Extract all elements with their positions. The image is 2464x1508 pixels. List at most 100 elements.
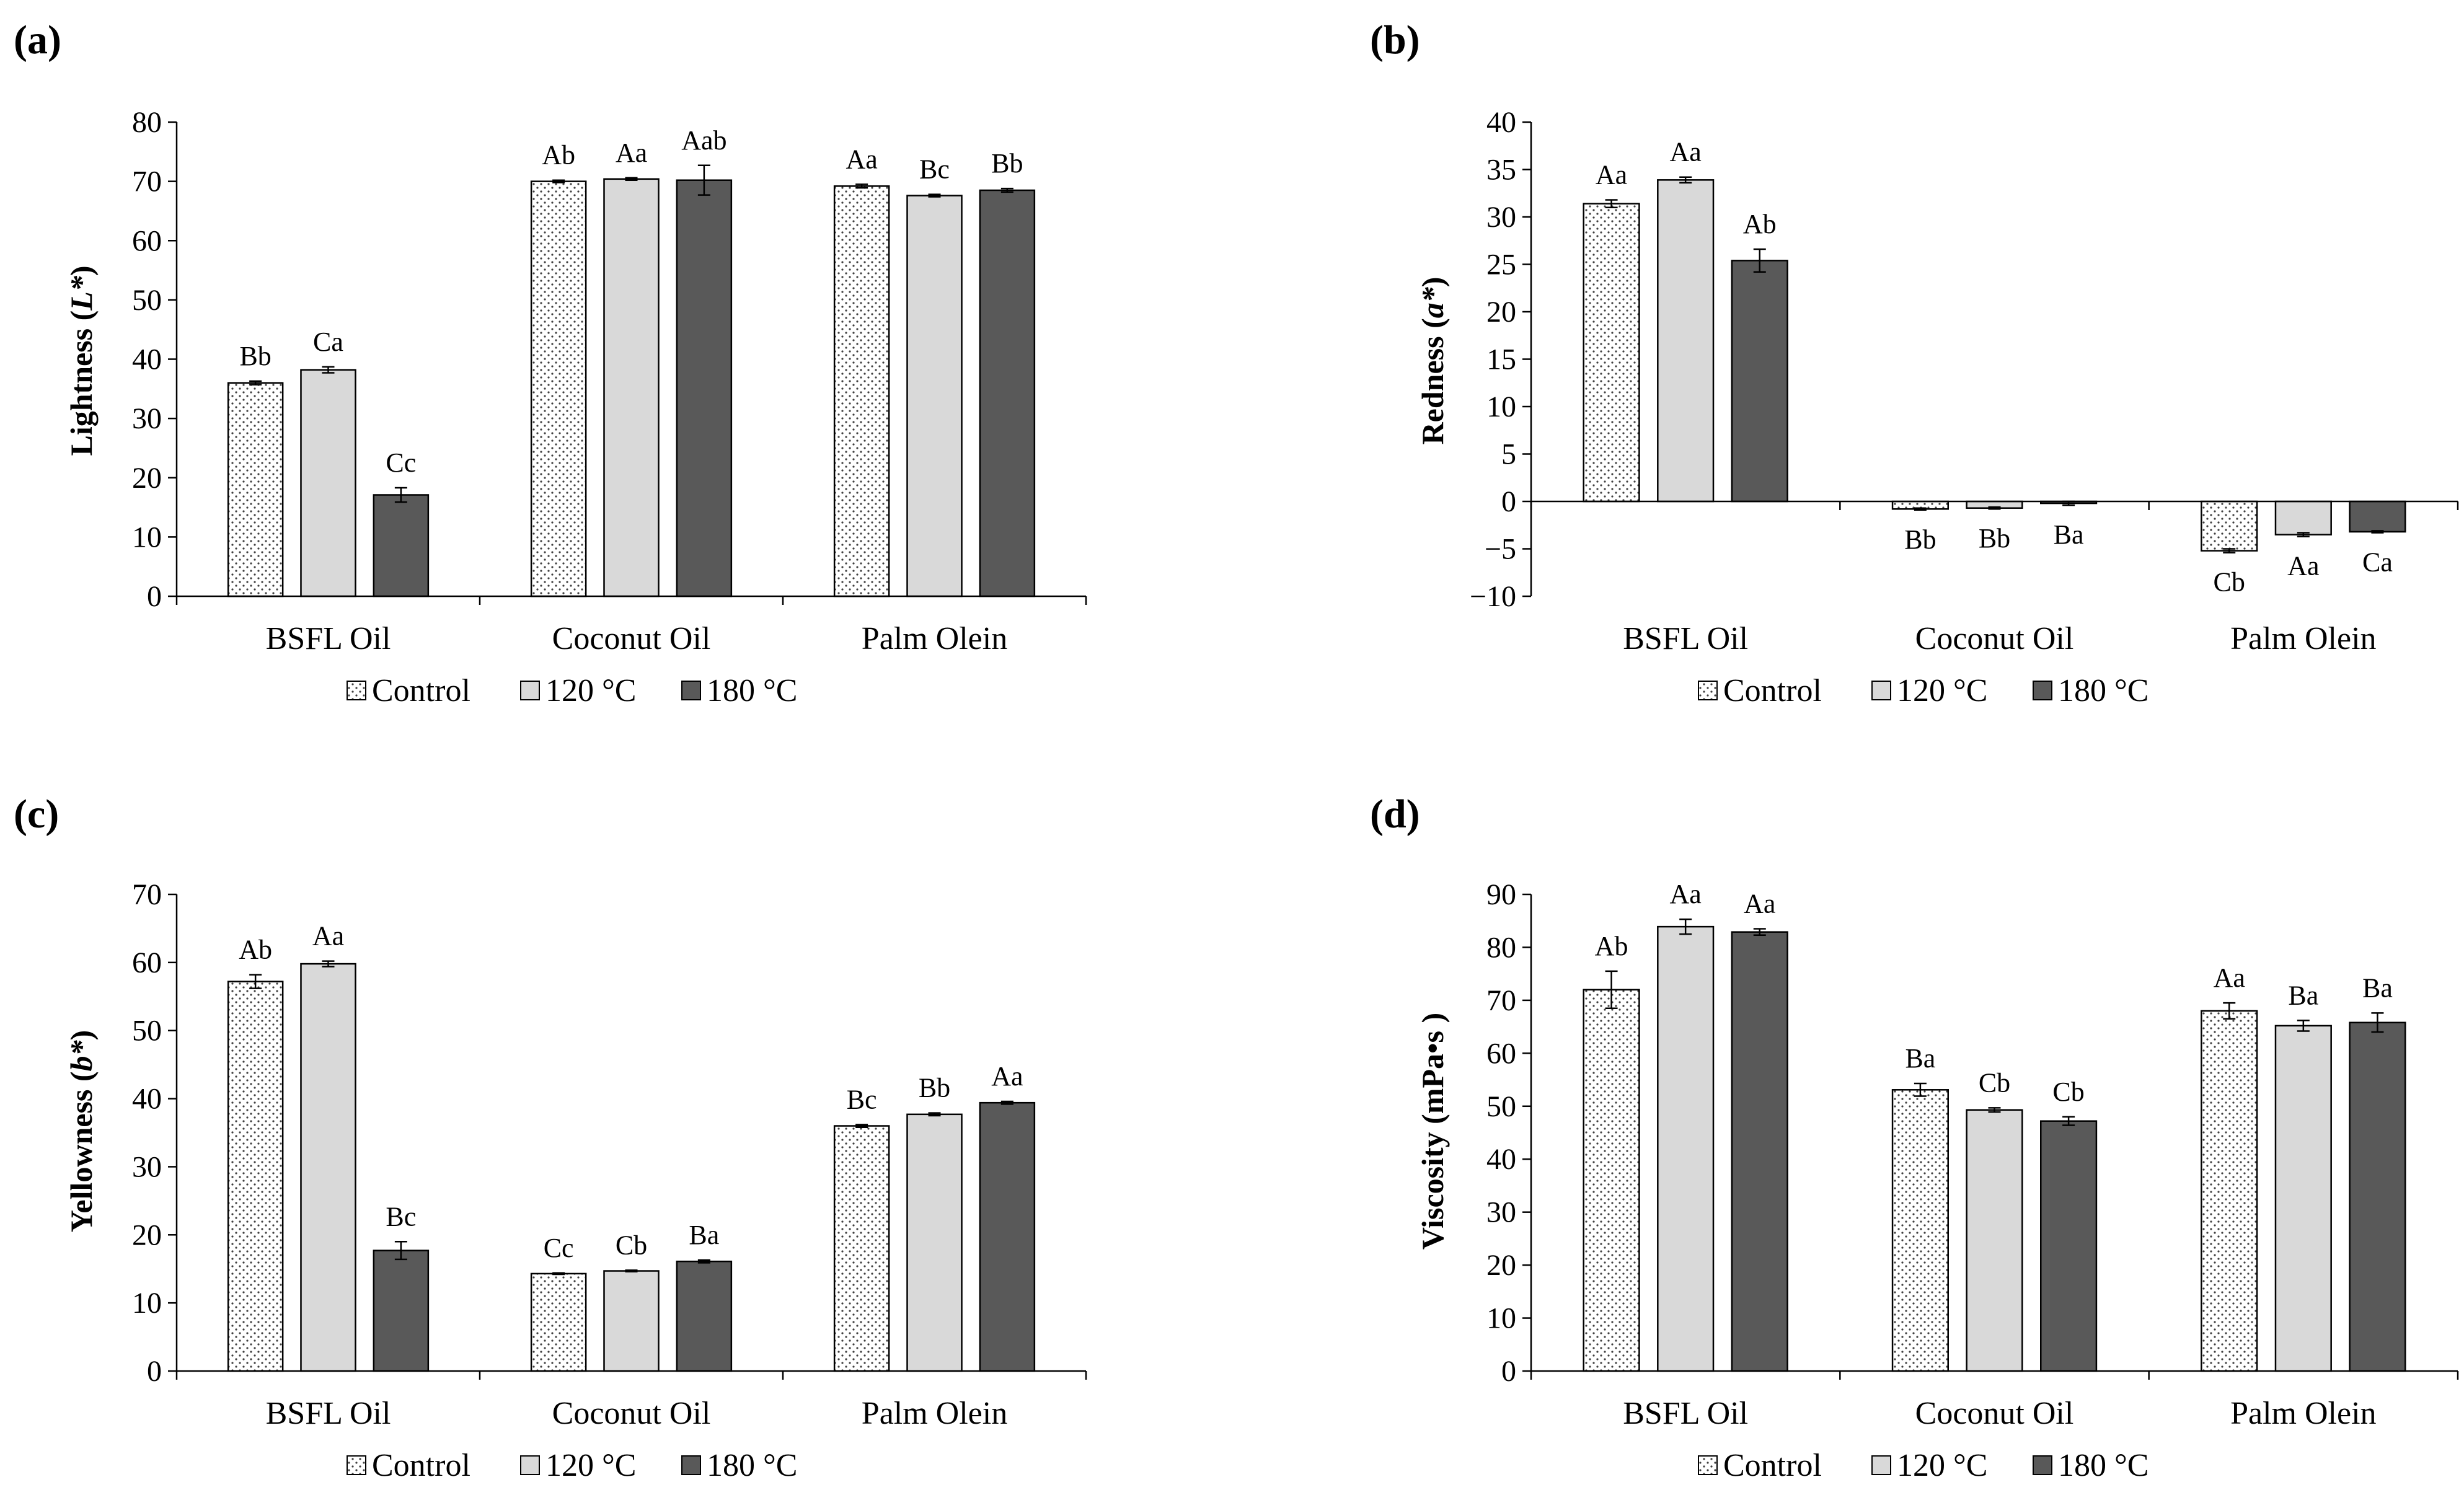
y-tick-label: −5 — [1485, 533, 1516, 566]
y-tick-label: 20 — [1486, 1249, 1516, 1282]
bar-label: Cc — [386, 448, 416, 478]
bar-120 — [906, 195, 963, 597]
legend-label-control: Control — [1723, 673, 1822, 708]
y-tick-label: 0 — [147, 580, 162, 613]
y-tick-label: 25 — [1486, 249, 1516, 281]
panel-b-ylabel: Redness (a*) — [1415, 277, 1450, 445]
bar-label: Bb — [919, 1073, 950, 1103]
bar-label: Aa — [616, 138, 647, 168]
bar-180 — [1731, 931, 1788, 1372]
bar-label: Bc — [847, 1084, 877, 1114]
y-tick-label: 50 — [132, 1015, 162, 1047]
panel-d-legend: Control 120 °C 180 °C — [1698, 1448, 2148, 1483]
y-tick-label: 20 — [132, 462, 162, 495]
legend-swatch-180 — [681, 681, 701, 700]
bar-control — [1891, 1089, 1950, 1372]
panel-b-legend: Control 120 °C 180 °C — [1698, 673, 2148, 708]
y-tick-label: 10 — [132, 1287, 162, 1320]
bar-180 — [2040, 1120, 2098, 1372]
y-tick-label: 50 — [1486, 1090, 1516, 1123]
panel-b-plot: −10 −5 0 5 10 15 20 25 30 35 40 BSFL Oil Coconut Oil… — [1470, 106, 2459, 656]
bar-label: Bc — [919, 154, 950, 185]
y-tick-label: 60 — [132, 224, 162, 257]
x-category-label: Coconut Oil — [1915, 621, 2074, 656]
bar-label: Aa — [1670, 137, 1702, 167]
bar-label: Ab — [542, 140, 575, 170]
y-tick-label: 30 — [132, 402, 162, 435]
bar-120 — [1657, 179, 1715, 503]
legend-label-120: 120 °C — [545, 1448, 636, 1483]
legend-swatch-180 — [2033, 1455, 2052, 1475]
y-tick-label: 20 — [1486, 296, 1516, 328]
x-category-label: Coconut Oil — [552, 1396, 711, 1431]
bar-label: Cb — [616, 1230, 647, 1260]
y-tick-label: 0 — [147, 1355, 162, 1388]
y-tick-label: 80 — [1486, 931, 1516, 964]
y-tick-label: 40 — [1486, 106, 1516, 139]
bar-label: Aa — [1670, 879, 1702, 909]
legend-swatch-120 — [1871, 681, 1891, 700]
legend-swatch-control — [1698, 1455, 1718, 1475]
bar-label: Aab — [681, 125, 726, 156]
bar-label: Bb — [1979, 523, 2010, 553]
bar-control — [530, 180, 587, 597]
bar-180 — [373, 1250, 430, 1372]
y-tick-label: 0 — [1501, 1355, 1516, 1388]
y-tick-label: 10 — [132, 521, 162, 553]
y-tick-label: 10 — [1486, 1302, 1516, 1335]
bar-label: Aa — [2287, 551, 2319, 581]
y-tick-label: 70 — [132, 165, 162, 198]
bar-label: Ab — [239, 935, 272, 965]
bar-label: Bb — [991, 148, 1023, 179]
x-category-label: BSFL Oil — [266, 1396, 391, 1431]
legend-swatch-control — [347, 1455, 366, 1475]
bar-120 — [300, 369, 356, 597]
x-category-label: Palm Olein — [862, 621, 1007, 656]
y-tick-label: 10 — [1486, 390, 1516, 423]
bar-control — [227, 382, 284, 597]
panel-c-ylabel: Yellowness (b*) — [64, 1030, 99, 1232]
y-tick-label: 40 — [132, 343, 162, 376]
y-tick-label: 40 — [132, 1083, 162, 1116]
bar-label: Cb — [2052, 1077, 2084, 1107]
bar-label: Aa — [1596, 159, 1627, 190]
y-tick-label: 30 — [1486, 1196, 1516, 1229]
bar-120 — [1657, 925, 1715, 1372]
x-category-label: Coconut Oil — [552, 621, 711, 656]
bar-label: Aa — [846, 144, 877, 174]
bar-180 — [676, 1260, 733, 1372]
panel-a: (a) Lightness (L*) 0 10 20 30 40 50 60 70 80 BSFL… — [14, 17, 1087, 708]
bar-label: Ab — [1595, 931, 1628, 961]
x-category-label: Palm Olein — [2230, 1396, 2376, 1431]
panel-c: (c) Yellowness (b*) 0 10 20 30 40 50 60 70 BSFL … — [14, 791, 1087, 1483]
bar-control — [1583, 989, 1640, 1372]
legend-label-control: Control — [372, 1448, 470, 1483]
bar-label: Aa — [2214, 963, 2245, 993]
legend-label-control: Control — [1723, 1448, 1822, 1483]
legend-label-180: 180 °C — [2058, 673, 2148, 708]
y-tick-label: 20 — [132, 1219, 162, 1251]
y-tick-label: 60 — [132, 946, 162, 979]
legend-swatch-180 — [2033, 681, 2052, 700]
bar-180 — [676, 179, 733, 597]
bar-180 — [979, 189, 1036, 597]
y-tick-label: 40 — [1486, 1143, 1516, 1176]
legend-swatch-120 — [520, 1455, 540, 1475]
bar-180 — [2349, 1021, 2406, 1372]
bar-control — [1583, 203, 1640, 503]
bar-label: Ab — [1743, 209, 1777, 239]
y-tick-label: 5 — [1501, 438, 1516, 471]
panel-d-plot: 0 10 20 30 40 50 60 70 80 90 BSFL Oil Coconut Oil Pa… — [1486, 878, 2459, 1431]
bar-label: Cb — [2214, 567, 2245, 597]
bar-label: Aa — [312, 921, 344, 951]
panel-a-ylabel: Lightness (L*) — [64, 266, 99, 456]
bar-label: Aa — [1744, 889, 1775, 919]
legend-swatch-180 — [681, 1455, 701, 1475]
bar-label: Ca — [2362, 547, 2393, 577]
panel-b-letter: (b) — [1370, 17, 1420, 63]
bar-label: Bb — [1904, 524, 1936, 555]
bar-control — [2201, 1010, 2258, 1372]
panel-d-letter: (d) — [1370, 791, 1420, 837]
y-tick-label: 15 — [1486, 343, 1516, 376]
